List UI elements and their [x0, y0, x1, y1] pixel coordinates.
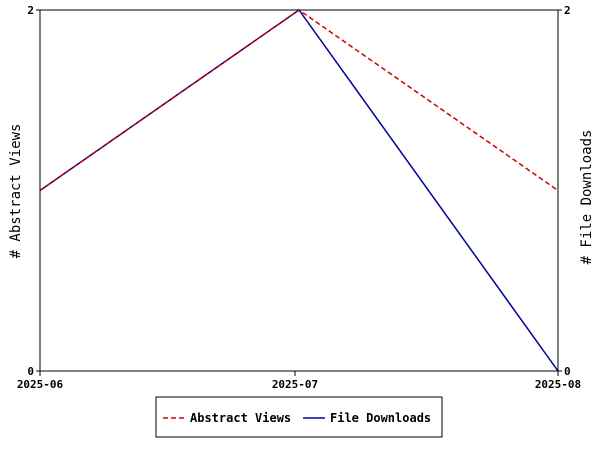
y-left-tick-label-min: 0 [27, 365, 34, 378]
x-tick-label-0: 2025-06 [17, 378, 64, 391]
legend-box [155, 396, 443, 438]
series-layer [39, 8, 559, 372]
y-right-tick-label-min: 0 [564, 365, 571, 378]
series-line-abstract-views [39, 9, 559, 192]
legend-label-file-downloads: File Downloads [330, 411, 431, 425]
plot-frame [39, 9, 559, 372]
y-left-tick-label-max: 2 [27, 4, 34, 17]
series-line-file-downloads [39, 8, 559, 372]
legend-label-abstract-views: Abstract Views [190, 411, 291, 425]
y-left-axis-label: # Abstract Views [8, 124, 24, 259]
x-tick-label-2: 2025-08 [535, 378, 581, 391]
legend: Abstract Views File Downloads [155, 396, 443, 438]
x-tick-label-1: 2025-07 [272, 378, 318, 391]
y-right-tick-label-max: 2 [564, 4, 571, 17]
y-right-axis-label: # File Downloads [579, 130, 595, 265]
